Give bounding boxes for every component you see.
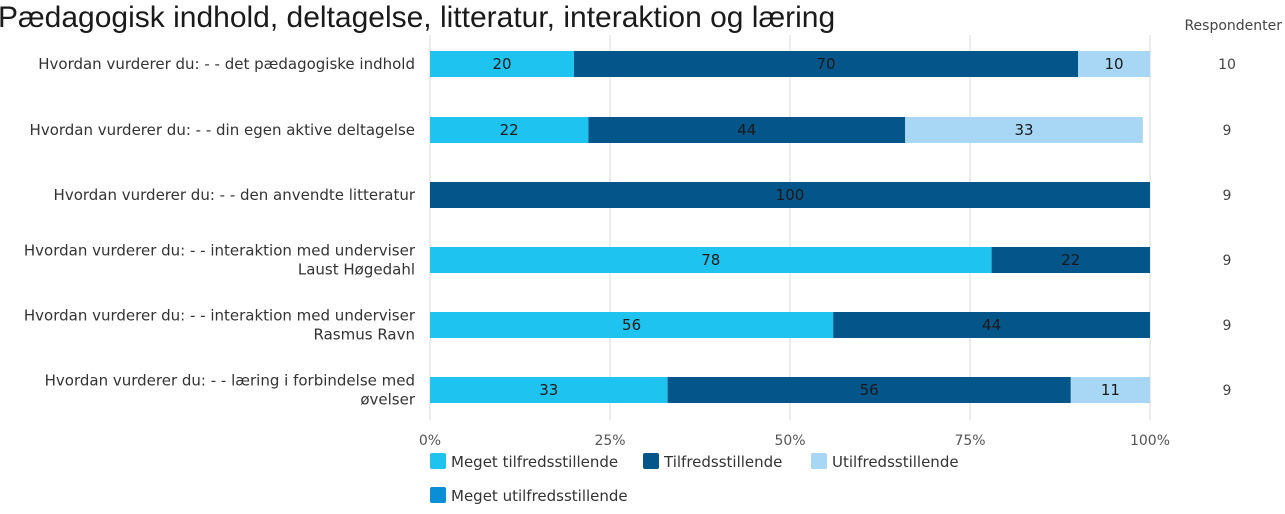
legend-swatch bbox=[811, 453, 827, 469]
bar-segment bbox=[430, 312, 834, 338]
legend-swatch bbox=[430, 453, 446, 469]
bar-segment bbox=[430, 51, 574, 77]
x-tick-label: 75% bbox=[954, 433, 985, 449]
bar-segment bbox=[430, 182, 1150, 208]
bar-segment bbox=[430, 247, 992, 273]
data-label: 22 bbox=[1061, 251, 1080, 269]
bar-segment bbox=[574, 51, 1078, 77]
legend-swatch bbox=[430, 487, 446, 503]
bar-segment bbox=[991, 247, 1150, 273]
respondents-value: 9 bbox=[1223, 318, 1232, 334]
legend-swatch bbox=[643, 453, 659, 469]
labels-layer: 0% 25% 50% 75% 100% Hvordan vurderer du: - - … bbox=[24, 55, 1236, 449]
x-tick-label: 50% bbox=[774, 433, 805, 449]
x-tick-label: 0% bbox=[419, 433, 441, 449]
bar-segment bbox=[667, 377, 1071, 403]
bar-segment bbox=[1078, 51, 1150, 77]
data-label: 44 bbox=[982, 316, 1001, 334]
respondents-value: 9 bbox=[1223, 123, 1232, 139]
bar-segment bbox=[588, 117, 906, 143]
legend-label: Tilfredsstillende bbox=[663, 453, 782, 471]
data-label: 44 bbox=[737, 121, 756, 139]
category-label: Hvordan vurderer du: - - interaktion med… bbox=[24, 242, 416, 260]
legend-label: Meget tilfredsstillende bbox=[451, 453, 618, 471]
bar-segment bbox=[430, 377, 668, 403]
data-label: 56 bbox=[622, 316, 641, 334]
respondents-header: Respondenter bbox=[1184, 18, 1282, 34]
data-label: 70 bbox=[816, 55, 835, 73]
data-label: 33 bbox=[1014, 121, 1033, 139]
data-label: 11 bbox=[1101, 381, 1120, 399]
category-label: Hvordan vurderer du: - - det pædagogiske… bbox=[38, 55, 415, 73]
x-tick-label: 100% bbox=[1130, 433, 1170, 449]
data-label: 56 bbox=[860, 381, 879, 399]
category-label: Hvordan vurderer du: - - læring i forbin… bbox=[45, 372, 415, 390]
data-label: 100 bbox=[776, 186, 805, 204]
data-label: 33 bbox=[539, 381, 558, 399]
category-label: øvelser bbox=[360, 391, 415, 409]
category-label: Laust Høgedahl bbox=[298, 261, 415, 279]
respondents-value: 10 bbox=[1218, 57, 1236, 73]
legend-label: Utilfredsstillende bbox=[832, 453, 959, 471]
bar-segment bbox=[905, 117, 1143, 143]
bar-segment bbox=[430, 117, 589, 143]
respondents-value: 9 bbox=[1223, 383, 1232, 399]
data-label: 22 bbox=[500, 121, 519, 139]
bar-segment bbox=[1070, 377, 1150, 403]
respondents-value: 9 bbox=[1223, 188, 1232, 204]
category-label: Rasmus Ravn bbox=[314, 326, 415, 344]
respondents-value: 9 bbox=[1223, 253, 1232, 269]
legend: Meget tilfredsstillende Tilfredsstillende… bbox=[430, 453, 959, 505]
category-label: Hvordan vurderer du: - - din egen aktive… bbox=[30, 121, 415, 139]
category-label: Hvordan vurderer du: - - interaktion med… bbox=[24, 307, 416, 325]
data-label: 78 bbox=[701, 251, 720, 269]
legend-label: Meget utilfredsstillende bbox=[451, 487, 628, 505]
bar-segment bbox=[833, 312, 1150, 338]
bars-layer bbox=[430, 51, 1150, 403]
chart-title: Pædagogisk indhold, deltagelse, litterat… bbox=[0, 1, 835, 34]
category-label: Hvordan vurderer du: - - den anvendte li… bbox=[54, 186, 416, 204]
x-tick-label: 25% bbox=[594, 433, 625, 449]
data-label: 20 bbox=[492, 55, 511, 73]
data-label: 10 bbox=[1104, 55, 1123, 73]
grid-layer bbox=[429, 35, 1151, 420]
